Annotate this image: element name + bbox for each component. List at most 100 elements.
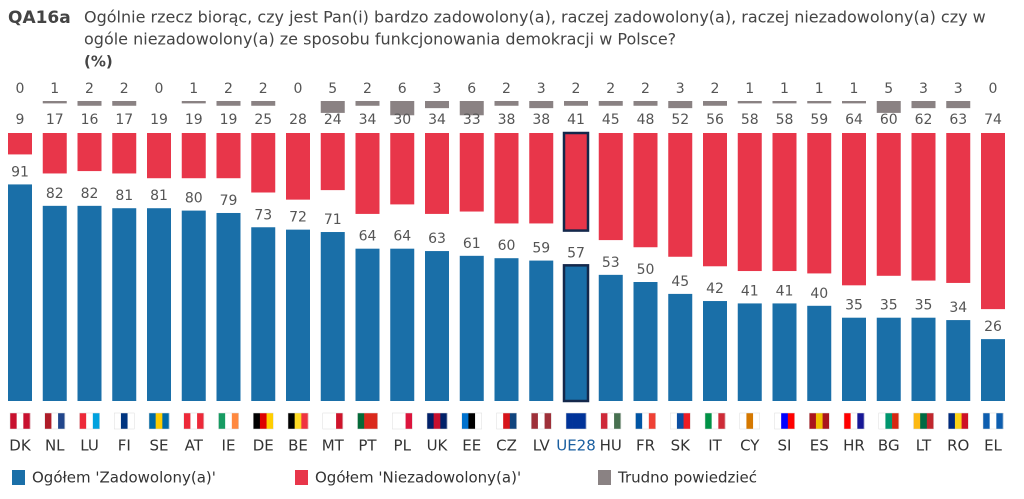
flag xyxy=(531,413,539,429)
bar xyxy=(703,101,727,106)
bar xyxy=(216,101,241,106)
flag xyxy=(266,413,274,429)
bar xyxy=(390,133,415,205)
flag-border xyxy=(218,412,239,430)
bar xyxy=(529,101,554,109)
bar xyxy=(147,133,171,179)
flag xyxy=(600,413,608,429)
bar xyxy=(112,101,137,106)
value-label: 38 xyxy=(532,112,550,128)
bar xyxy=(807,305,832,401)
flag xyxy=(253,413,261,429)
bar xyxy=(876,101,901,113)
flag-border xyxy=(9,412,31,430)
bar xyxy=(668,293,693,401)
value-label: 2 xyxy=(502,81,511,97)
bar xyxy=(320,133,345,191)
bar xyxy=(876,317,901,401)
bar xyxy=(390,248,415,401)
bar xyxy=(355,101,380,106)
bar xyxy=(390,101,415,116)
bar xyxy=(946,133,971,283)
flag-border xyxy=(287,412,309,430)
bar xyxy=(459,133,484,212)
value-label: 17 xyxy=(46,112,64,128)
value-label: 1 xyxy=(50,81,59,97)
flag-border xyxy=(704,412,726,430)
flag-border xyxy=(635,412,656,430)
x-tick-label: HU xyxy=(600,437,622,455)
value-label: 1 xyxy=(850,81,859,97)
value-label: 58 xyxy=(776,112,794,128)
flag xyxy=(364,413,372,429)
value-label: 2 xyxy=(572,81,581,97)
flag xyxy=(183,413,191,429)
value-label: 28 xyxy=(289,112,307,128)
flag xyxy=(670,413,678,429)
bar xyxy=(181,210,206,401)
flag-border xyxy=(79,412,100,430)
bar xyxy=(598,274,623,401)
bar xyxy=(564,101,588,106)
flag-border xyxy=(982,412,1004,430)
value-label: 3 xyxy=(537,81,546,97)
flag xyxy=(23,413,31,429)
flag xyxy=(259,413,267,429)
legend-swatch xyxy=(295,470,308,485)
flag xyxy=(197,413,205,429)
bar xyxy=(425,101,449,109)
x-tick-label: IE xyxy=(222,437,236,455)
bar xyxy=(529,133,554,224)
flag xyxy=(642,413,650,429)
bar xyxy=(911,101,936,109)
chart-title: ogóle niezadowolony(a) ze sposobu funkcj… xyxy=(84,30,676,49)
flag xyxy=(815,413,823,429)
x-tick-label: PL xyxy=(394,437,412,455)
flag xyxy=(155,413,163,429)
flag xyxy=(120,413,128,429)
bar xyxy=(251,101,276,106)
value-label: 9 xyxy=(16,112,25,128)
flag xyxy=(51,413,59,429)
flag xyxy=(475,413,483,429)
bar xyxy=(842,317,866,401)
flag-border xyxy=(148,412,170,430)
value-label: 38 xyxy=(498,112,516,128)
flag xyxy=(461,413,469,429)
value-label: 3 xyxy=(676,81,685,97)
x-tick-label: HR xyxy=(843,437,865,455)
bar xyxy=(494,258,519,401)
x-tick-label: FR xyxy=(636,437,655,455)
flag xyxy=(566,413,573,429)
legend-label: Ogółem 'Zadowolony(a)' xyxy=(32,469,216,487)
bar xyxy=(911,133,936,281)
flag xyxy=(16,413,24,429)
bar xyxy=(529,260,554,401)
bar xyxy=(598,133,623,241)
value-label: 2 xyxy=(259,81,268,97)
value-label: 35 xyxy=(845,298,863,314)
value-label: 35 xyxy=(915,298,933,314)
value-label: 64 xyxy=(845,112,863,128)
bar xyxy=(286,133,310,200)
value-label: 2 xyxy=(606,81,615,97)
flag xyxy=(718,413,726,429)
bar xyxy=(946,320,971,401)
flag xyxy=(86,413,94,429)
value-label: 64 xyxy=(359,229,377,245)
flag xyxy=(926,413,934,429)
bar xyxy=(77,205,102,401)
value-label: 52 xyxy=(671,112,689,128)
flag xyxy=(544,413,552,429)
flag xyxy=(961,413,969,429)
flag xyxy=(892,413,900,429)
flag xyxy=(58,413,66,429)
question-code: QA16a xyxy=(8,8,71,28)
bar xyxy=(425,133,449,214)
x-tick-label: EE xyxy=(462,437,481,455)
bar xyxy=(772,101,797,104)
bar xyxy=(494,101,519,106)
bar xyxy=(112,208,137,401)
value-label: 2 xyxy=(641,81,650,97)
